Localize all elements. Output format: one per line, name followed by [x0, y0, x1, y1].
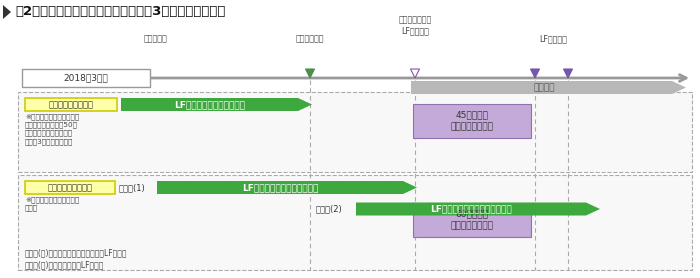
- Text: 同時文書化免除取引: 同時文書化免除取引: [48, 183, 92, 192]
- Text: 45日以内の
税務当局の指定日: 45日以内の 税務当局の指定日: [451, 111, 494, 131]
- Text: ※前事業年度の一の国外関
連者との取引金額が50億
円以上又は無形資産取引
金額が3億円以上の取引: ※前事業年度の一の国外関 連者との取引金額が50億 円以上又は無形資産取引 金額…: [25, 113, 79, 145]
- Bar: [18, 175, 692, 270]
- Text: 同時文書化対象取引: 同時文書化対象取引: [48, 100, 94, 109]
- Text: LF作成（税務申告期限迄）: LF作成（税務申告期限迄）: [174, 100, 245, 109]
- Bar: [22, 69, 150, 87]
- Polygon shape: [157, 181, 417, 194]
- Polygon shape: [411, 81, 686, 94]
- Text: LF作成（税務調査開始後着手）: LF作成（税務調査開始後着手）: [430, 205, 512, 214]
- Bar: [18, 92, 692, 172]
- Bar: [25, 181, 115, 194]
- Bar: [413, 104, 531, 138]
- Text: 税務当局による
LF提示依頼: 税務当局による LF提示依頼: [398, 15, 432, 35]
- Polygon shape: [410, 69, 419, 78]
- Text: 図2　ローカルファイルの作成時期（3月決算企業の例）: 図2 ローカルファイルの作成時期（3月決算企業の例）: [15, 5, 225, 18]
- Polygon shape: [531, 69, 540, 78]
- Polygon shape: [564, 69, 573, 78]
- Text: 60日以内の
税務当局の指定日: 60日以内の 税務当局の指定日: [451, 210, 494, 230]
- Text: LF提出期限: LF提出期限: [540, 34, 568, 43]
- Text: 事業年度末: 事業年度末: [143, 34, 167, 43]
- Polygon shape: [356, 202, 600, 215]
- Text: ※同時文書化対象取引以外
の取引: ※同時文書化対象取引以外 の取引: [25, 196, 79, 211]
- Bar: [413, 203, 531, 237]
- Polygon shape: [121, 98, 312, 111]
- Text: 税務申告期限: 税務申告期限: [295, 34, 324, 43]
- Text: ケース(1): ケース(1): [119, 183, 146, 192]
- Text: ケース(１)　税務調査に備えて事前にLFを作成
ケース(２)　税務調査後にLFを作成: ケース(１) 税務調査に備えて事前にLFを作成 ケース(２) 税務調査後にLFを…: [25, 248, 127, 269]
- Text: ケース(2): ケース(2): [316, 205, 343, 214]
- Text: 2018年3月期: 2018年3月期: [64, 73, 108, 83]
- Polygon shape: [3, 5, 11, 19]
- Polygon shape: [305, 69, 314, 78]
- Bar: [25, 98, 117, 111]
- Text: 税務調査: 税務調査: [533, 83, 555, 92]
- Text: LF作成（申告後一定期日迄）: LF作成（申告後一定期日迄）: [241, 183, 318, 192]
